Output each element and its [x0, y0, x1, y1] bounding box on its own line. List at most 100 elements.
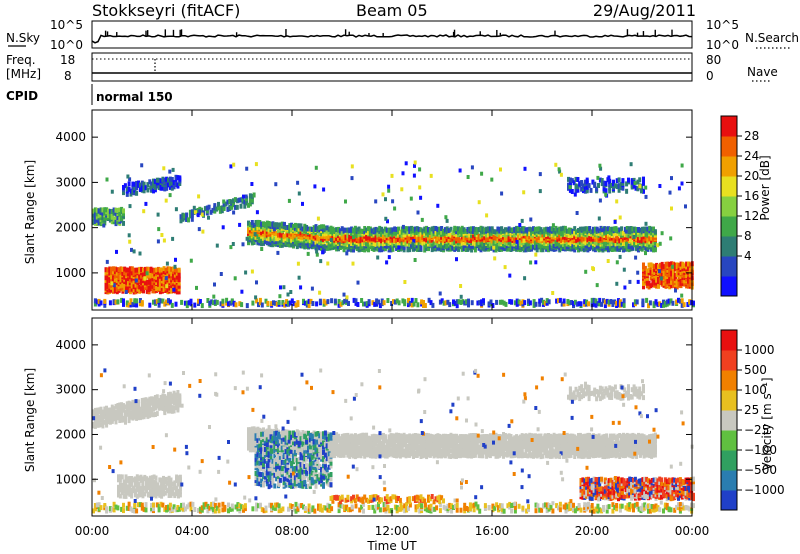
- data-cell: [374, 241, 378, 247]
- data-cell: [173, 267, 177, 273]
- data-cell: [138, 284, 142, 290]
- data-cell: [593, 247, 597, 253]
- data-cell: [363, 228, 367, 234]
- data-cell: [310, 233, 314, 239]
- data-cell: [162, 275, 166, 280]
- data-cell: [134, 282, 138, 288]
- data-cell: [106, 287, 110, 293]
- data-cell: [621, 185, 625, 191]
- data-cell: [135, 298, 139, 304]
- data-cell: [398, 433, 402, 439]
- data-cell: [338, 441, 342, 447]
- data-cell: [603, 299, 607, 305]
- data-cell: [520, 236, 524, 242]
- data-cell: [122, 211, 125, 217]
- noise-left-tick-top: 10^5: [50, 18, 83, 32]
- data-cell: [213, 203, 217, 209]
- data-cell: [580, 244, 584, 250]
- data-cell: [164, 267, 168, 273]
- data-cell: [397, 300, 401, 306]
- data-cell: [301, 201, 304, 206]
- data-cell: [568, 177, 572, 183]
- data-cell: [153, 288, 157, 294]
- data-cell: [400, 433, 404, 439]
- data-cell: [620, 230, 624, 236]
- data-cell: [248, 197, 252, 203]
- data-cell: [417, 226, 421, 232]
- data-cell: [374, 450, 378, 456]
- data-cell: [342, 433, 346, 439]
- data-cell: [145, 271, 149, 276]
- data-cell: [305, 300, 309, 306]
- data-cell: [140, 266, 144, 272]
- data-cell: [138, 266, 142, 272]
- data-cell: [430, 237, 434, 243]
- data-cell: [640, 183, 644, 189]
- data-cell: [322, 187, 326, 192]
- data-cell: [616, 227, 620, 233]
- data-cell: [651, 280, 655, 286]
- data-cell: [412, 443, 415, 449]
- data-cell: [348, 227, 352, 233]
- data-cell: [658, 301, 662, 307]
- data-cell: [113, 266, 117, 272]
- data-cell: [488, 236, 492, 242]
- data-cell: [475, 241, 479, 247]
- data-cell: [263, 444, 267, 450]
- data-cell: [303, 300, 307, 306]
- data-cell: [624, 241, 628, 246]
- data-cell: [428, 227, 432, 233]
- data-cell: [562, 241, 565, 247]
- data-cell: [406, 247, 410, 253]
- data-cell: [557, 167, 561, 172]
- data-cell: [250, 434, 254, 440]
- data-cell: [153, 299, 157, 305]
- data-cell: [284, 239, 288, 245]
- data-cell: [414, 298, 418, 303]
- data-cell: [116, 219, 120, 225]
- data-cell: [387, 234, 391, 240]
- data-cell: [143, 276, 147, 281]
- data-cell: [294, 302, 298, 308]
- data-cell: [629, 241, 633, 247]
- data-cell: [573, 234, 577, 240]
- data-cell: [636, 279, 640, 284]
- data-cell: [387, 227, 391, 233]
- data-cell: [612, 226, 616, 232]
- data-cell: [354, 300, 358, 306]
- data-cell: [283, 221, 286, 226]
- data-cell: [99, 221, 103, 227]
- data-cell: [590, 244, 594, 250]
- data-cell: [503, 232, 507, 238]
- data-cell: [314, 232, 318, 238]
- data-cell: [663, 300, 667, 306]
- data-cell: [511, 245, 515, 251]
- data-cell: [650, 238, 654, 244]
- data-cell: [181, 212, 185, 218]
- data-cell: [159, 178, 163, 184]
- data-cell: [128, 278, 132, 284]
- data-cell: [138, 274, 142, 280]
- data-cell: [155, 280, 159, 285]
- data-cell: [108, 277, 112, 283]
- data-cell: [610, 231, 614, 236]
- data-cell: [571, 242, 575, 248]
- data-cell: [215, 299, 219, 305]
- data-cell: [547, 299, 551, 305]
- data-cell: [322, 224, 326, 229]
- data-cell: [429, 300, 433, 306]
- colorbar-tick-label: 20: [744, 169, 759, 183]
- data-cell: [472, 226, 475, 232]
- data-cell: [644, 230, 648, 236]
- data-cell: [442, 300, 446, 306]
- data-cell: [413, 443, 417, 448]
- data-cell: [232, 210, 236, 215]
- data-cell: [397, 432, 400, 438]
- data-cell: [422, 303, 425, 308]
- data-cell: [335, 449, 339, 455]
- data-cell: [299, 223, 303, 229]
- data-cell: [310, 286, 314, 291]
- data-cell: [629, 229, 633, 235]
- data-cell: [200, 207, 204, 213]
- data-cell: [415, 226, 419, 232]
